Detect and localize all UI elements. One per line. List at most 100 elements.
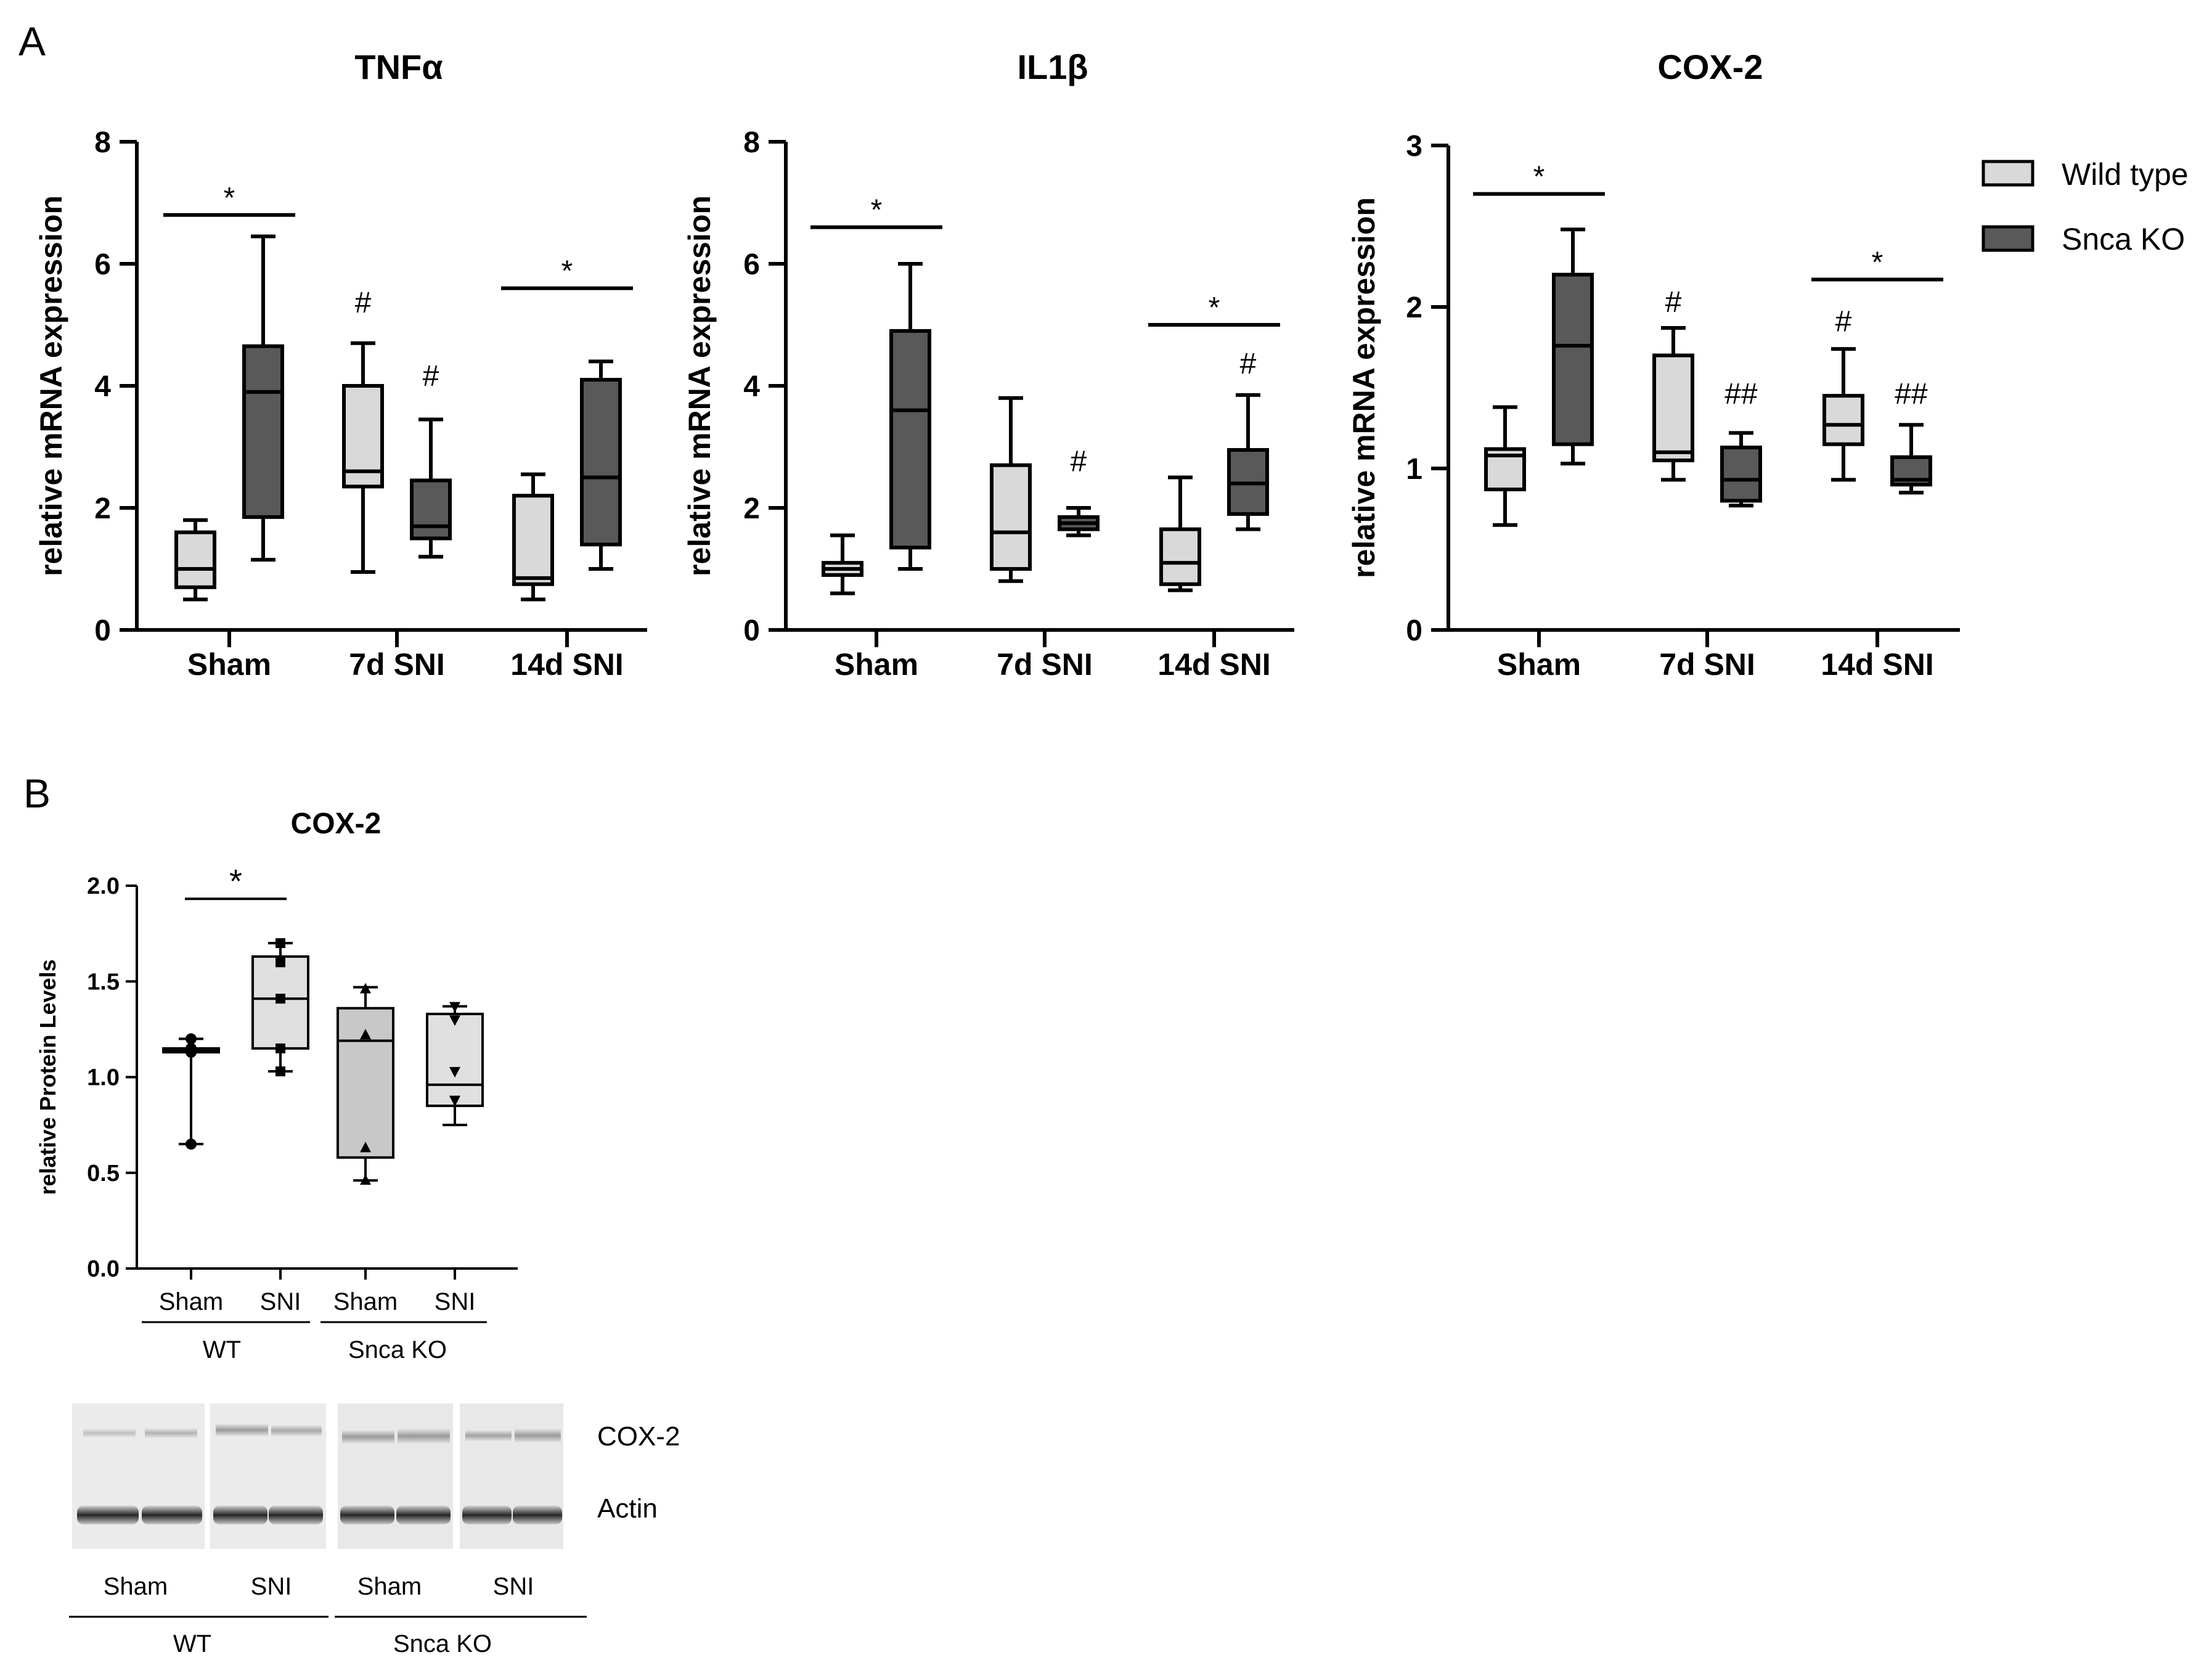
y-tick-label: 0.5 bbox=[87, 1161, 120, 1187]
x-tick-label: 14d SNI bbox=[1821, 647, 1933, 682]
significance-mark: * bbox=[561, 255, 573, 288]
data-point bbox=[275, 957, 285, 968]
box-wild-type bbox=[822, 533, 863, 595]
chart-tnfa: TNFα relative mRNA expression 0 2 4 6 8 Sham 7d … bbox=[34, 47, 647, 682]
legend-label-wild-type: Wild type bbox=[2062, 157, 2189, 192]
data-point bbox=[360, 983, 371, 994]
legend-swatch-wild-type bbox=[1981, 160, 2034, 187]
y-tick-label: 2.0 bbox=[87, 873, 120, 899]
blot-lane-label: Sham bbox=[357, 1573, 422, 1600]
x-tick-label: 7d SNI bbox=[997, 647, 1093, 682]
significance-mark: * bbox=[1872, 246, 1883, 279]
box-wild-type bbox=[1822, 347, 1864, 482]
box-wild-type bbox=[1652, 326, 1694, 482]
y-axis-label: relative Protein Levels bbox=[35, 959, 60, 1195]
data-point bbox=[360, 1174, 371, 1185]
y-tick-label: 8 bbox=[743, 126, 760, 159]
x-tick-label: 14d SNI bbox=[510, 647, 623, 682]
blot-lane-label: SNI bbox=[493, 1573, 534, 1600]
x-tick-label: 14d SNI bbox=[1157, 647, 1270, 682]
box-wild-type bbox=[342, 341, 384, 574]
chart-title: COX-2 bbox=[291, 807, 382, 840]
box-wild-type bbox=[174, 518, 216, 602]
western-blot: COX-2 Actin Sham SNI Sham SNI WT Snca KO bbox=[69, 1403, 680, 1657]
blot-section-1 bbox=[72, 1403, 205, 1549]
blot-group-label-snca-ko: Snca KO bbox=[393, 1630, 492, 1657]
significance-mark: # bbox=[1835, 305, 1852, 338]
group-label-wt: WT bbox=[203, 1336, 241, 1363]
box-snca-ko bbox=[1890, 423, 1932, 495]
chart-il1b: IL1β relative mRNA expression 0 2 4 6 8 Sham 7d … bbox=[682, 47, 1294, 682]
y-axis-label: relative mRNA expression bbox=[34, 195, 68, 576]
data-point bbox=[360, 1029, 371, 1040]
box-wt-sni bbox=[251, 938, 309, 1077]
box-wild-type bbox=[1484, 405, 1526, 527]
y-tick-label: 3 bbox=[1406, 130, 1422, 163]
significance-mark: * bbox=[229, 863, 242, 900]
box-snca-ko bbox=[1227, 393, 1269, 531]
blot-section-2 bbox=[210, 1403, 326, 1549]
box-iqr bbox=[174, 530, 216, 589]
box-wild-type bbox=[512, 472, 554, 602]
y-tick-label: 0 bbox=[94, 615, 111, 647]
box-iqr bbox=[889, 329, 931, 550]
chart-title: TNFα bbox=[354, 47, 443, 86]
box-snca-ko bbox=[410, 417, 452, 559]
data-point bbox=[275, 1043, 285, 1053]
y-tick-label: 0 bbox=[1406, 615, 1422, 647]
y-tick-label: 4 bbox=[94, 370, 111, 403]
y-tick-label: 0.0 bbox=[87, 1256, 120, 1282]
data-point bbox=[275, 994, 285, 1004]
significance-mark: # bbox=[1071, 446, 1087, 478]
blot-lane-label: Sham bbox=[104, 1573, 168, 1600]
data-point bbox=[449, 1067, 460, 1078]
blot-section-3 bbox=[338, 1403, 453, 1549]
blot-band-label-actin: Actin bbox=[597, 1493, 658, 1524]
blot-group-label-wt: WT bbox=[173, 1630, 211, 1657]
data-point bbox=[186, 1138, 197, 1150]
y-tick-label: 1 bbox=[1406, 453, 1422, 486]
x-tick-label: 7d SNI bbox=[349, 647, 445, 682]
y-tick-label: 8 bbox=[94, 126, 111, 159]
box-iqr bbox=[242, 344, 284, 519]
box-snca-ko bbox=[889, 262, 931, 571]
box-iqr bbox=[580, 378, 622, 547]
y-tick-label: 1.5 bbox=[87, 969, 120, 995]
x-tick-label: Sham bbox=[187, 647, 271, 682]
significance-mark: # bbox=[355, 287, 372, 319]
panel-label-a: A bbox=[18, 18, 46, 64]
box-iqr bbox=[512, 494, 554, 586]
group-label-snca-ko: Snca KO bbox=[348, 1336, 447, 1363]
data-point bbox=[186, 1042, 197, 1054]
blot-band-label-cox2: COX-2 bbox=[597, 1421, 680, 1452]
box-snca-ko bbox=[1552, 227, 1594, 466]
legend: Wild type Snca KO bbox=[1981, 157, 2189, 256]
legend-swatch-snca-ko bbox=[1981, 225, 2034, 252]
x-tick-label: SNI bbox=[260, 1288, 301, 1315]
box-wild-type bbox=[990, 396, 1032, 583]
box-wild-type bbox=[1159, 475, 1201, 592]
box-wt-sham bbox=[162, 1033, 220, 1150]
box-iqr bbox=[990, 463, 1032, 571]
x-tick-label: Sham bbox=[1497, 647, 1581, 682]
box-snca-ko-sham bbox=[337, 983, 394, 1185]
blot-section-4 bbox=[460, 1403, 563, 1549]
box-snca-ko bbox=[242, 234, 284, 562]
data-point bbox=[449, 1095, 460, 1106]
box-iqr bbox=[1720, 445, 1762, 503]
chart-title: IL1β bbox=[1017, 47, 1088, 86]
x-tick-label: Sham bbox=[333, 1288, 398, 1315]
blot-lane-label: SNI bbox=[251, 1573, 292, 1600]
box-iqr bbox=[410, 478, 452, 541]
data-point bbox=[449, 1015, 460, 1026]
data-point bbox=[186, 1033, 197, 1045]
box-iqr bbox=[426, 1013, 484, 1108]
significance-mark: * bbox=[1209, 292, 1220, 324]
x-tick-label: SNI bbox=[435, 1288, 476, 1315]
chart-cox2-mrna: COX-2 relative mRNA expression 0 1 2 3 Sham 7d … bbox=[1347, 47, 1960, 682]
significance-mark: ## bbox=[1724, 378, 1758, 411]
y-tick-label: 2 bbox=[1406, 292, 1422, 324]
box-iqr bbox=[1552, 272, 1594, 446]
y-axis-label: relative mRNA expression bbox=[1347, 197, 1381, 578]
